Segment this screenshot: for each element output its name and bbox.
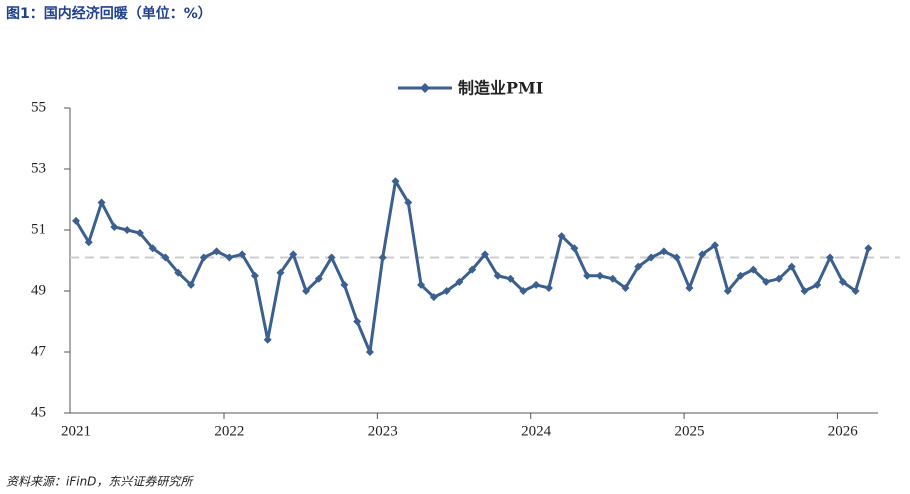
marker (711, 241, 719, 250)
marker (506, 274, 515, 283)
y-tick-label: 53 (31, 160, 46, 176)
marker (442, 287, 451, 295)
marker (621, 283, 630, 292)
source: 资料来源：iFinD，东兴证券研究所 (6, 475, 194, 489)
x-tick-label: 2022 (214, 423, 244, 439)
marker (378, 253, 387, 262)
marker (276, 268, 285, 277)
marker (544, 283, 553, 292)
marker (97, 198, 106, 207)
marker (762, 277, 771, 286)
marker (826, 253, 835, 262)
marker (608, 274, 617, 283)
y-tick-label: 49 (31, 282, 46, 298)
marker (749, 265, 758, 274)
x-tick-label: 2021 (61, 423, 91, 439)
marker (314, 274, 323, 283)
x-tick-label: 2024 (521, 423, 552, 439)
chart-title: 图1：国内经济回暖（单位：%） (6, 5, 212, 22)
y-tick-label: 51 (31, 221, 46, 237)
marker (595, 271, 604, 280)
marker (519, 287, 528, 295)
y-tick-label: 55 (31, 99, 46, 115)
marker (480, 250, 489, 259)
marker (187, 280, 196, 289)
marker (672, 253, 681, 262)
marker (72, 216, 80, 225)
marker (84, 238, 93, 247)
marker (404, 198, 413, 207)
y-tick-label: 45 (31, 404, 46, 420)
marker (557, 232, 566, 241)
marker (659, 247, 668, 256)
legend-label: 制造业PMI (458, 79, 543, 98)
marker (647, 253, 656, 262)
marker (468, 265, 477, 274)
marker (238, 250, 247, 259)
y-tick-label: 47 (31, 343, 47, 359)
marker (417, 280, 426, 289)
marker (723, 287, 732, 295)
marker (685, 283, 694, 292)
marker (289, 250, 298, 259)
marker (800, 287, 809, 295)
marker (813, 280, 822, 289)
x-tick-label: 2023 (368, 423, 398, 439)
marker (698, 250, 707, 259)
marker (583, 271, 592, 280)
marker (148, 244, 157, 253)
x-tick-label: 2026 (828, 423, 859, 439)
marker (570, 244, 579, 253)
marker (532, 280, 541, 289)
marker (327, 253, 336, 262)
marker (493, 271, 502, 280)
marker (302, 287, 311, 295)
marker (123, 226, 132, 234)
marker (851, 287, 860, 295)
marker (365, 348, 374, 356)
marker (455, 277, 464, 286)
marker (353, 317, 362, 326)
marker (838, 277, 847, 286)
x-tick-label: 2025 (674, 423, 704, 439)
marker (212, 247, 221, 256)
marker (774, 274, 783, 283)
marker (864, 244, 873, 253)
marker (250, 271, 259, 280)
legend-marker (420, 83, 430, 93)
marker (429, 293, 438, 302)
marker (135, 229, 144, 238)
marker (634, 262, 643, 271)
marker (174, 268, 183, 277)
marker (340, 280, 349, 289)
marker (225, 253, 234, 262)
marker (199, 253, 208, 262)
marker (736, 271, 745, 280)
marker (391, 177, 400, 186)
marker (110, 222, 119, 231)
marker (161, 253, 170, 262)
marker (263, 335, 272, 344)
marker (787, 262, 796, 271)
